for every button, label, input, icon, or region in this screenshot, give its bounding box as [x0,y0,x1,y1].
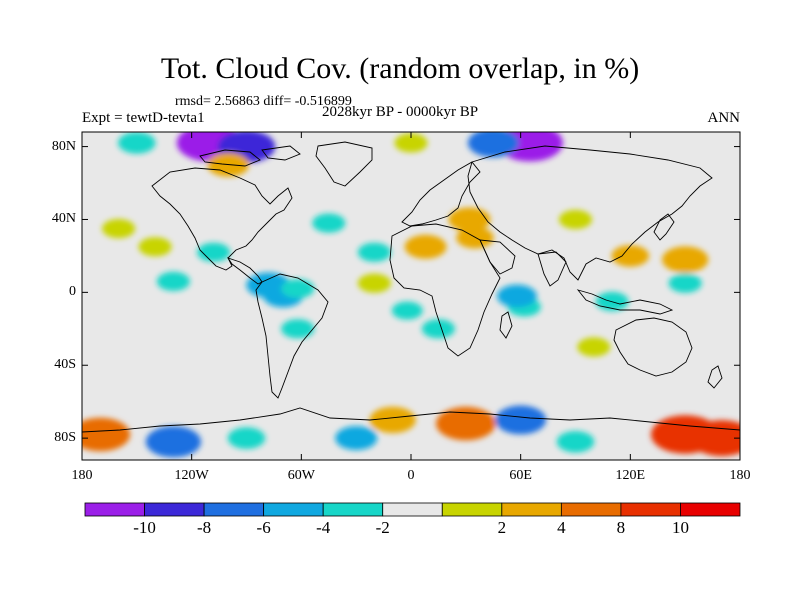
anomaly-region [138,237,172,257]
anomaly-region [689,420,740,457]
lon-tick-label: 180 [729,468,751,483]
lon-tick-label: 120E [615,468,646,483]
colorbar-label: 2 [497,518,507,537]
colorbar-label: 4 [557,518,566,537]
colorbar-label: -2 [375,518,390,537]
colorbar-swatch [322,502,384,517]
colorbar-swatch [680,502,741,517]
anomaly-region [467,132,519,158]
anomaly-region [335,426,378,451]
anomaly-region [668,273,702,293]
colorbar-label: -4 [316,518,331,537]
lat-tick-label: 40N [51,211,76,227]
anomaly-region [156,271,190,291]
anomaly-region [436,406,496,441]
anomaly-region [312,213,346,233]
lon-tick-label: 180 [71,468,93,483]
anomaly-region [394,133,428,153]
anomaly-region [577,337,611,357]
anomaly-region [404,234,447,259]
anomaly-region [391,301,423,320]
anomaly-region [421,319,455,339]
anomaly-region [82,417,131,452]
coastline-europe [401,161,481,227]
anomaly-region [497,284,537,308]
coastline-asia [467,145,713,281]
lon-tick-label: 60E [509,468,532,483]
colorbar-swatch [263,502,324,517]
colorbar-swatch [441,502,503,517]
coastline-australia [613,317,693,377]
anomaly-region [281,319,315,339]
coastline-india [537,251,567,287]
lat-tick-label: 0 [69,284,76,300]
coastline-arctic-islands [199,145,301,167]
coastline-arabia [479,239,516,275]
coastline-new-zealand [707,365,723,389]
lon-tick-label: 120W [174,468,209,483]
period-label: 2028kyr BP - 0000kyr BP [322,104,479,120]
colorbar-swatch [382,502,443,517]
anomaly-region [556,431,595,453]
anomaly-region [357,242,391,262]
coastline-greenland [315,141,373,187]
map-background [82,132,740,460]
coastline-madagascar [499,311,513,339]
anomaly-region [611,245,650,267]
colorbar-label: 10 [671,518,689,537]
coastline-indonesia [576,289,674,315]
coastlines [82,141,740,433]
colorbar-label: -10 [133,518,156,537]
coastline-africa [389,223,501,357]
season-label: ANN [707,110,741,126]
anomaly-region [369,406,416,434]
experiment-label: Expt = tewtD-tevta1 [82,110,205,126]
colorbar-swatch [560,502,622,517]
coastline-north-america [151,167,293,271]
anomaly-region [662,246,709,273]
anomaly-region [145,426,201,458]
anomaly-region [118,132,156,154]
colorbar-swatch [501,502,562,517]
chart-title: Tot. Cloud Cov. (random overlap, in %) [160,52,640,85]
coastline-south-america [255,273,329,399]
stats-line: rmsd= 2.56863 diff= -0.516899 [175,94,352,109]
anomaly-region [357,273,391,293]
coastline-japan [653,213,675,241]
anomaly-region [281,279,315,299]
colorbar-label: -6 [256,518,271,537]
colorbar-swatch [203,502,265,517]
lon-tick-label: 0 [407,468,415,483]
anomaly-region [448,207,491,232]
colorbar-label: -8 [196,518,212,537]
anomaly-region [227,427,266,449]
lat-tick-label: 80S [54,430,76,446]
anomaly-region [495,405,547,435]
lon-tick-label: 60W [287,468,315,483]
coastline-central-america [226,257,263,285]
lat-tick-label: 40S [54,357,76,373]
lat-tick-label: 80N [51,138,76,154]
anomaly-region [102,219,136,239]
colorbar-swatch [84,502,145,517]
colorbar-label: 8 [616,518,626,537]
anomaly-region [558,209,593,230]
coastline-antarctica [82,407,740,433]
colorbar-swatch [620,502,681,517]
colorbar-swatch [144,502,205,517]
anomaly-region [197,242,231,262]
